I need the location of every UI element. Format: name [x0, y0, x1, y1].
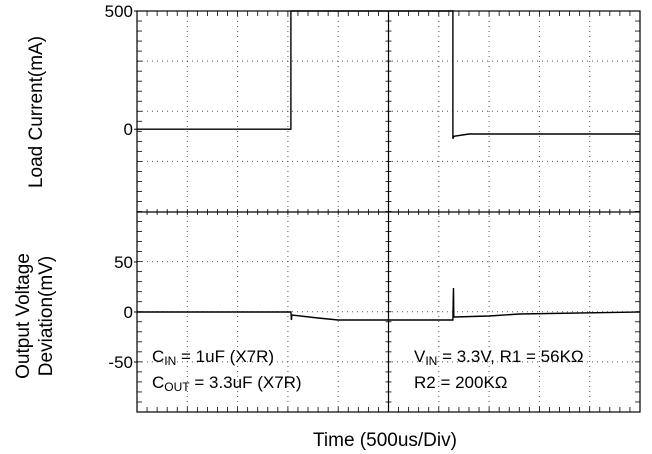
plot-frame — [136, 10, 641, 413]
vin-r1-annotation: VIN = 3.3V, R1 = 56KΩ — [414, 347, 584, 368]
trace-line — [137, 287, 641, 321]
traces — [137, 10, 641, 321]
y-tick-label: 50 — [114, 253, 133, 272]
y-tick-label: 0 — [124, 303, 133, 322]
bottom-y-axis-label-line1: Output Voltage — [13, 253, 34, 379]
top-y-axis-label: Load Current(mA) — [26, 36, 47, 188]
cout-annotation: COUT = 3.3uF (X7R) — [152, 373, 302, 394]
bottom-y-axis-label-line2: Deviation(mV) — [36, 256, 57, 376]
trace-line — [137, 10, 640, 139]
y-tick-label: -50 — [108, 353, 133, 372]
y-tick-label: 500 — [105, 2, 133, 21]
r2-annotation: R2 = 200KΩ — [414, 373, 508, 392]
cin-annotation: CIN = 1uF (X7R) — [152, 347, 274, 368]
y-tick-label: 0 — [124, 120, 133, 139]
x-axis-label: Time (500us/Div) — [313, 430, 457, 451]
